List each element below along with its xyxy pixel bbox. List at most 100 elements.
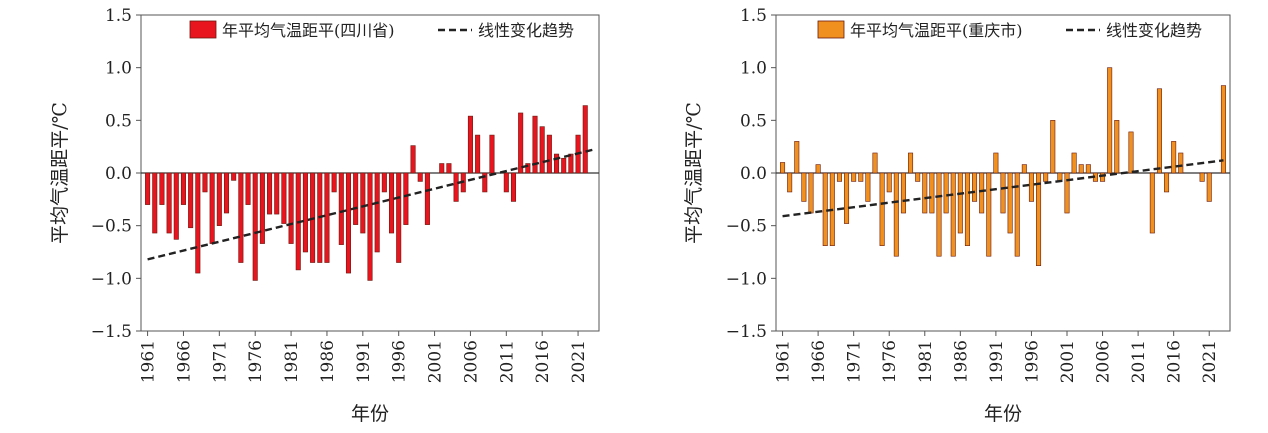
x-tick-label: 1996 <box>390 340 410 383</box>
bar-1983 <box>936 172 942 257</box>
bar-2020 <box>568 153 574 174</box>
x-tick-label: 1996 <box>1022 340 1042 383</box>
bar-1986 <box>957 172 963 234</box>
bar-1961 <box>780 162 786 174</box>
bar-1992 <box>367 172 373 281</box>
bar-2014 <box>1156 88 1162 174</box>
bar-1988 <box>338 172 344 245</box>
bar-2008 <box>482 172 488 193</box>
bar-1981 <box>288 172 294 244</box>
bar-2004 <box>453 172 459 202</box>
x-tick-label: 1986 <box>318 340 338 383</box>
bar-2014 <box>525 163 531 174</box>
x-tick-label: 1981 <box>282 340 302 383</box>
x-tick-label: 1981 <box>916 340 936 383</box>
bar-1965 <box>808 172 814 214</box>
bar-2023 <box>1220 85 1226 174</box>
bar-1976 <box>886 172 892 193</box>
x-tick-label: 1991 <box>987 340 1007 383</box>
bar-1999 <box>1050 120 1056 174</box>
bar-1987 <box>331 172 337 193</box>
x-tick-label: 1991 <box>354 340 374 383</box>
legend-label-bars: 年平均气温距平(四川省) <box>222 21 395 40</box>
x-tick-label: 2021 <box>569 340 589 383</box>
bar-2016 <box>1171 141 1177 174</box>
y-tick-label: −0.5 <box>726 217 767 237</box>
x-tick-label: 1966 <box>174 340 194 383</box>
bar-1971 <box>851 172 857 182</box>
bar-1980 <box>915 172 921 182</box>
bar-2015 <box>1164 172 1170 193</box>
y-tick-label: −1.0 <box>726 269 767 289</box>
y-tick-label: 1.5 <box>740 6 767 26</box>
bar-2000 <box>424 172 430 225</box>
bar-1993 <box>1007 172 1013 234</box>
bar-1977 <box>893 172 899 257</box>
bar-1966 <box>815 164 821 174</box>
bar-1974 <box>872 152 878 174</box>
bar-2021 <box>1206 172 1212 202</box>
y-tick-label: −1.5 <box>91 322 132 342</box>
y-tick-label: 0.0 <box>105 164 132 184</box>
bar-1993 <box>374 172 380 253</box>
bar-1963 <box>794 141 800 174</box>
y-axis-title: 平均气温距平/℃ <box>683 102 705 244</box>
chart-panel-chongqing: 1.5 1.0 0.5 0.0 −0.5 −1.0 −1.5 1961 1966 1971 1976… <box>634 0 1268 433</box>
bar-2002 <box>439 163 445 174</box>
bar-2016 <box>539 126 545 174</box>
bar-1973 <box>865 172 871 202</box>
bar-1980 <box>281 172 287 224</box>
bar-1962 <box>152 172 158 234</box>
bar-1990 <box>986 172 992 257</box>
bar-2012 <box>510 172 517 202</box>
bar-1970 <box>209 172 215 244</box>
bar-2018 <box>554 153 560 174</box>
bar-1973 <box>231 172 237 181</box>
bar-1991 <box>993 152 999 174</box>
bar-2006 <box>467 115 473 174</box>
bar-1967 <box>188 172 194 229</box>
bar-1982 <box>929 172 935 214</box>
bar-2017 <box>1178 152 1184 174</box>
y-axis-title: 平均气温距平/℃ <box>49 102 71 244</box>
x-tick-label: 2021 <box>1200 340 1220 383</box>
x-axis-title: 年份 <box>984 403 1022 425</box>
y-tick-label: 1.5 <box>105 6 132 26</box>
bar-1975 <box>879 172 885 246</box>
x-tick-label: 2016 <box>1165 340 1185 383</box>
legend: 年平均气温距平(重庆市) 线性变化趋势 <box>817 20 1202 40</box>
bar-2007 <box>1107 67 1113 174</box>
bar-2020 <box>1199 172 1205 182</box>
bar-1995 <box>1021 164 1027 174</box>
bar-2013 <box>518 112 524 174</box>
legend-label-bars: 年平均气温距平(重庆市) <box>850 21 1023 40</box>
bar-2008 <box>1114 120 1120 174</box>
bar-2022 <box>582 105 588 174</box>
bar-1994 <box>1014 172 1020 257</box>
legend-swatch-bars <box>817 20 845 39</box>
bar-1974 <box>238 172 244 263</box>
bar-2002 <box>1071 152 1077 174</box>
x-tick-label: 1971 <box>210 340 230 383</box>
x-tick-label: 2016 <box>533 340 553 383</box>
bar-2015 <box>532 115 538 174</box>
x-tick-label: 2011 <box>497 340 517 383</box>
legend: 年平均气温距平(四川省) 线性变化趋势 <box>189 20 574 40</box>
bar-1992 <box>1000 172 1006 214</box>
y-tick-label: 1.0 <box>105 59 132 79</box>
bar-1966 <box>180 172 186 205</box>
bar-2013 <box>1149 172 1155 234</box>
bar-2004 <box>1085 164 1091 174</box>
bar-1996 <box>1028 172 1034 202</box>
bar-1972 <box>858 172 864 182</box>
bar-1987 <box>964 172 970 246</box>
bar-2007 <box>475 134 481 174</box>
bar-1969 <box>836 172 842 182</box>
trend-line <box>782 159 1224 218</box>
x-tick-label: 2011 <box>1129 340 1149 383</box>
bar-1971 <box>216 172 222 226</box>
bar-1969 <box>202 172 208 193</box>
y-tick-label: −1.5 <box>726 322 767 342</box>
bar-1967 <box>822 172 828 246</box>
bar-1964 <box>801 172 807 202</box>
